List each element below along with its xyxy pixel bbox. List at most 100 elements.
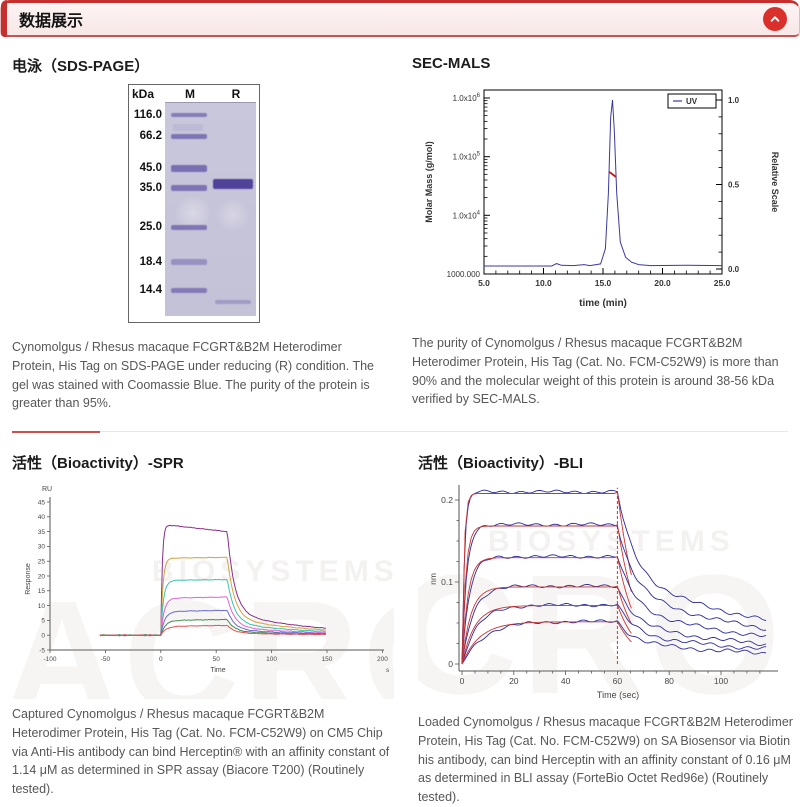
svg-text:0.1: 0.1 — [441, 577, 453, 587]
svg-text:0.0: 0.0 — [728, 265, 740, 274]
molar-mass-segment — [608, 171, 617, 178]
spr-caption: Captured Cynomolgus / Rhesus macaque FCG… — [12, 707, 390, 796]
svg-text:RU: RU — [42, 486, 52, 493]
sec-mals-caption: The purity of Cynomolgus / Rhesus macaqu… — [412, 336, 779, 407]
spr-curve-1 — [99, 556, 326, 637]
gel-marker-label: 35.0 — [139, 182, 162, 194]
svg-text:Time: Time — [210, 667, 225, 674]
bli-section: 活性（Bioactivity）-BLI BIOSYSTEMS ACRO 00.1… — [418, 434, 798, 807]
bottom-row: 活性（Bioactivity）-SPR BIOSYSTEMS ACRO -505… — [0, 434, 800, 807]
sec-mals-section: SEC-MALS 1.0x106 1.0x105 1.0x104 1000.000 5.… — [412, 37, 788, 413]
svg-text:30: 30 — [38, 544, 46, 551]
x-ticks: 0 20 40 60 80 100 — [460, 671, 761, 686]
svg-text:UV: UV — [686, 97, 698, 106]
chevron-up-icon — [770, 16, 780, 22]
svg-text:10: 10 — [38, 603, 46, 610]
bli-data-curve-1 — [461, 522, 767, 664]
svg-text:0.2: 0.2 — [441, 495, 453, 505]
sds-page-section: 电泳（SDS-PAGE） kDa M R 116.0 66.2 45.0 35.0 25… — [12, 37, 388, 413]
svg-text:100: 100 — [266, 656, 277, 663]
sds-page-figure: kDa M R 116.0 66.2 45.0 35.0 25.0 18.4 14.4 — [12, 80, 388, 332]
gel-lane-background — [165, 102, 256, 316]
svg-text:45: 45 — [38, 499, 46, 506]
svg-text:25.0: 25.0 — [714, 278, 731, 288]
y-axis-left: 1.0x106 1.0x105 1.0x104 1000.000 — [447, 93, 490, 279]
gel-header-row: kDa M R — [129, 85, 259, 102]
plot-frame — [483, 89, 723, 275]
bli-data-curve-3 — [461, 583, 767, 663]
svg-text:100: 100 — [714, 676, 728, 686]
y-axis-right: 1.0 0.5 0.0 — [716, 96, 740, 274]
svg-text:5.0: 5.0 — [478, 278, 490, 288]
legend: UV — [667, 93, 717, 109]
gel-lane-m-label: M — [185, 86, 195, 101]
gel-marker-band — [171, 224, 207, 230]
svg-text:1.0x105: 1.0x105 — [453, 152, 481, 162]
svg-text:1000.000: 1000.000 — [447, 270, 481, 279]
bli-figure: BIOSYSTEMS ACRO 00.10.2020406080100nmTim… — [418, 477, 798, 707]
gel-marker-band — [171, 113, 207, 117]
svg-text:Molar Mass (g/mol): Molar Mass (g/mol) — [424, 141, 434, 223]
svg-text:20: 20 — [509, 676, 519, 686]
collapse-section-button[interactable] — [763, 7, 787, 31]
svg-text:Response: Response — [25, 563, 32, 595]
svg-text:0: 0 — [159, 656, 163, 663]
bli-data-curve-5 — [461, 619, 767, 665]
svg-text:200: 200 — [377, 656, 388, 663]
divider-accent — [12, 431, 100, 433]
svg-text:time (min): time (min) — [579, 298, 627, 309]
bli-title: 活性（Bioactivity）-BLI — [418, 455, 584, 472]
sds-page-caption: Cynomolgus / Rhesus macaque FCGRT&B2M He… — [12, 340, 374, 411]
bli-fit-curve-0 — [461, 491, 632, 665]
bli-caption: Loaded Cynomolgus / Rhesus macaque FCGRT… — [418, 715, 793, 804]
section-divider — [12, 431, 788, 434]
svg-text:-50: -50 — [101, 656, 111, 663]
sds-page-gel: kDa M R 116.0 66.2 45.0 35.0 25.0 18.4 14.4 — [128, 84, 260, 323]
x-ticks: -100 -50 0 50 100 150 200 — [43, 650, 388, 663]
svg-text:40: 40 — [38, 514, 46, 521]
svg-text:60: 60 — [613, 676, 623, 686]
svg-text:1.0x104: 1.0x104 — [453, 210, 481, 220]
svg-text:0: 0 — [41, 633, 45, 640]
svg-text:25: 25 — [38, 559, 46, 566]
uv-curve — [484, 99, 723, 267]
bli-fit-curve-4 — [461, 604, 632, 665]
gel-marker-label: 66.2 — [139, 130, 162, 142]
spr-section: 活性（Bioactivity）-SPR BIOSYSTEMS ACRO -505… — [12, 434, 394, 807]
header-accent-bar — [1, 0, 7, 37]
bli-fit-curve-5 — [461, 620, 632, 665]
svg-text:-100: -100 — [43, 656, 56, 663]
bli-fit-curve-2 — [461, 556, 632, 665]
svg-text:1.0x106: 1.0x106 — [453, 93, 481, 103]
sec-mals-title: SEC-MALS — [412, 55, 491, 72]
sds-page-title: 电泳（SDS-PAGE） — [12, 58, 150, 75]
svg-text:5: 5 — [41, 618, 45, 625]
gel-body: 116.0 66.2 45.0 35.0 25.0 18.4 14.4 — [129, 102, 259, 320]
y-ticks: 0 0.1 0.2 — [441, 495, 459, 669]
gel-sample-band — [213, 179, 253, 189]
bli-chart: 0 0.1 0.2 0 20 40 60 80 100 nm Time (sec) — [428, 485, 778, 700]
y-ticks: -5 0 5 10 15 20 25 30 35 40 45 — [38, 499, 50, 654]
gel-marker-label: 14.4 — [139, 284, 162, 296]
spr-curve-0 — [99, 524, 326, 637]
gel-sample-band — [215, 300, 251, 304]
svg-text:40: 40 — [561, 676, 571, 686]
svg-text:nm: nm — [428, 573, 438, 585]
spr-curve-2 — [99, 578, 326, 637]
gel-marker-label: 25.0 — [139, 221, 162, 233]
svg-text:10.0: 10.0 — [535, 278, 552, 288]
spr-curve-3 — [99, 596, 326, 637]
svg-text:0: 0 — [460, 676, 465, 686]
gel-marker-band — [171, 164, 207, 172]
gel-kda-label: kDa — [132, 86, 155, 101]
svg-text:1.0: 1.0 — [728, 96, 740, 105]
spr-figure: BIOSYSTEMS ACRO -5051015202530354045-100… — [12, 477, 394, 699]
svg-text:Time (sec): Time (sec) — [597, 690, 639, 700]
top-row: 电泳（SDS-PAGE） kDa M R 116.0 66.2 45.0 35.0 25… — [0, 37, 800, 413]
spr-curve-5 — [99, 618, 326, 637]
gel-lane-r-label: R — [231, 86, 241, 101]
svg-text:-5: -5 — [39, 647, 45, 654]
